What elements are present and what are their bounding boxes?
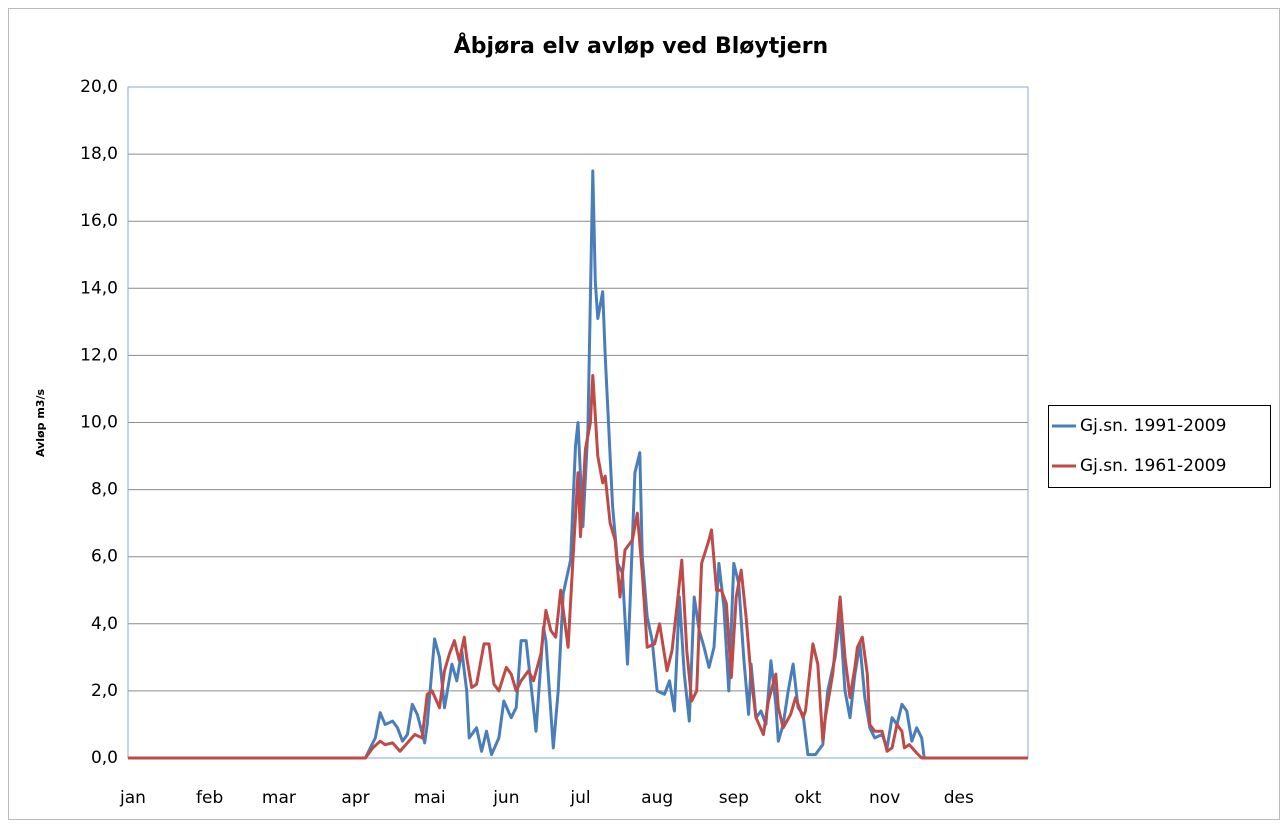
- y-tick-label: 8,0: [91, 480, 118, 500]
- x-tick-label: aug: [641, 788, 673, 808]
- x-tick-label: mai: [414, 788, 446, 808]
- x-tick-label: jun: [492, 788, 519, 808]
- y-tick-label: 14,0: [80, 278, 118, 298]
- y-tick-label: 4,0: [91, 614, 118, 634]
- legend-label: Gj.sn. 1961-2009: [1080, 456, 1226, 476]
- x-tick-label: okt: [795, 788, 822, 808]
- x-tick-label: apr: [341, 788, 369, 808]
- y-tick-label: 18,0: [80, 144, 118, 164]
- x-tick-label: jan: [119, 788, 146, 808]
- y-tick-label: 0,0: [91, 748, 118, 768]
- y-tick-label: 16,0: [80, 211, 118, 231]
- x-tick-label: nov: [869, 788, 900, 808]
- plot-border: [127, 86, 1029, 759]
- legend-box: [1048, 405, 1271, 488]
- x-tick-label: des: [944, 788, 974, 808]
- y-tick-label: 20,0: [80, 77, 118, 97]
- x-tick-label: mar: [262, 788, 296, 808]
- x-tick-label: feb: [196, 788, 223, 808]
- y-tick-label: 2,0: [91, 681, 118, 701]
- y-tick-label: 10,0: [80, 413, 118, 433]
- y-tick-label: 12,0: [80, 345, 118, 365]
- y-tick-label: 6,0: [91, 547, 118, 567]
- x-tick-label: sep: [719, 788, 749, 808]
- chart-title: Åbjøra elv avløp ved Bløytjern: [454, 33, 828, 59]
- y-axis-label: Avløp m3/s: [34, 389, 47, 457]
- series-line: [128, 374, 1028, 760]
- legend-label: Gj.sn. 1991-2009: [1080, 416, 1226, 436]
- x-tick-label: jul: [569, 788, 590, 808]
